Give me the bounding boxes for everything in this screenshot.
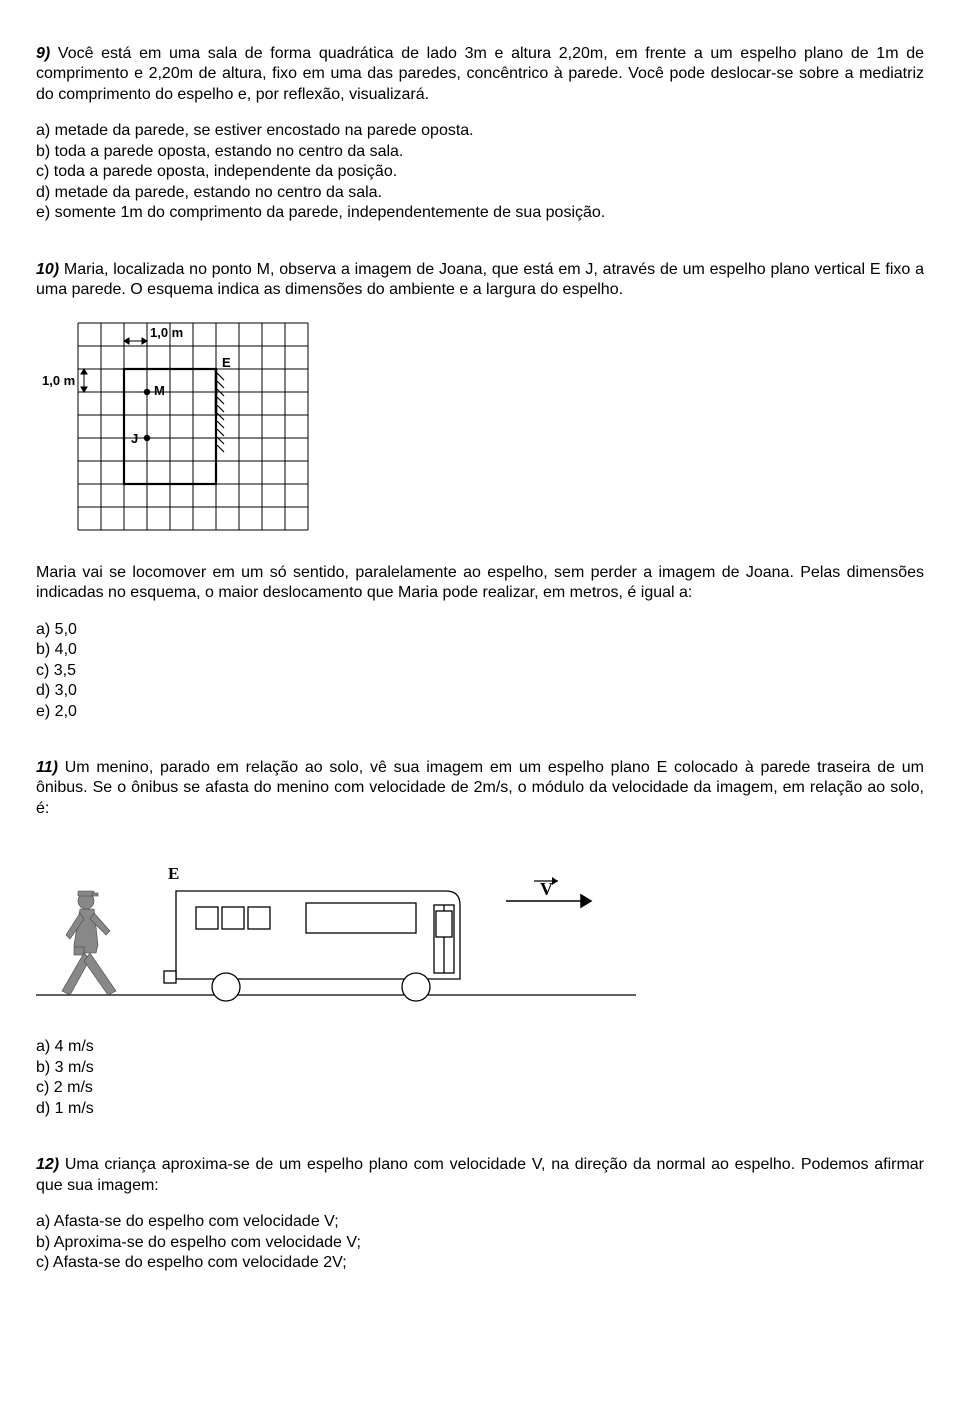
q9-opt-d: d) metade da parede, estando no centro d… [36, 183, 924, 203]
q12-opt-b: b) Aproxima-se do espelho com velocidade… [36, 1233, 924, 1253]
q10-opt-a: a) 5,0 [36, 620, 924, 640]
q9-opt-b: b) toda a parede oposta, estando no cent… [36, 142, 924, 162]
question-9: 9) Você está em uma sala de forma quadrá… [36, 44, 924, 224]
q11-number: 11) [36, 759, 58, 776]
q12-opt-c: c) Afasta-se do espelho com velocidade 2… [36, 1253, 924, 1273]
q12-number: 12) [36, 1156, 59, 1173]
q12-stem: 12) Uma criança aproxima-se de um espelh… [36, 1155, 924, 1196]
question-12: 12) Uma criança aproxima-se de um espelh… [36, 1155, 924, 1273]
q10-opt-e: e) 2,0 [36, 702, 924, 722]
q11-opt-a: a) 4 m/s [36, 1037, 924, 1057]
q12-text: Uma criança aproxima-se de um espelho pl… [36, 1156, 924, 1193]
question-10: 10) Maria, localizada no ponto M, observ… [36, 260, 924, 722]
q10-text-top: Maria, localizada no ponto M, observa a … [36, 261, 924, 298]
q9-opt-c: c) toda a parede oposta, independente da… [36, 162, 924, 182]
q10-stem-bottom: Maria vai se locomover em um só sentido,… [36, 563, 924, 604]
q10-figure: 1,0 m 1,0 m M J [36, 317, 924, 547]
q12-opt-a: a) Afasta-se do espelho com velocidade V… [36, 1212, 924, 1232]
q11-stem: 11) Um menino, parado em relação ao solo… [36, 758, 924, 819]
q11-opt-b: b) 3 m/s [36, 1058, 924, 1078]
q11-text: Um menino, parado em relação ao solo, vê… [36, 759, 924, 817]
q10-stem-top: 10) Maria, localizada no ponto M, observ… [36, 260, 924, 301]
q11-opt-c: c) 2 m/s [36, 1078, 924, 1098]
q9-stem: 9) Você está em uma sala de forma quadrá… [36, 44, 924, 105]
q10-label-top: 1,0 m [150, 325, 183, 340]
q11-opt-d: d) 1 m/s [36, 1099, 924, 1119]
q9-text: Você está em uma sala de forma quadrátic… [36, 45, 924, 103]
q11-label-v: V [540, 879, 553, 899]
q10-label-j: J [131, 431, 138, 446]
q10-opt-c: c) 3,5 [36, 661, 924, 681]
q10-label-left: 1,0 m [42, 373, 75, 388]
q11-label-e: E [168, 864, 179, 883]
q9-number: 9) [36, 45, 50, 62]
q10-label-e: E [222, 355, 231, 370]
q11-figure: E [36, 835, 924, 1025]
q11-options: a) 4 m/s b) 3 m/s c) 2 m/s d) 1 m/s [36, 1037, 924, 1119]
q10-label-m: M [154, 383, 165, 398]
q12-options: a) Afasta-se do espelho com velocidade V… [36, 1212, 924, 1273]
q9-opt-a: a) metade da parede, se estiver encostad… [36, 121, 924, 141]
q9-options: a) metade da parede, se estiver encostad… [36, 121, 924, 223]
q10-opt-b: b) 4,0 [36, 640, 924, 660]
q10-options: a) 5,0 b) 4,0 c) 3,5 d) 3,0 e) 2,0 [36, 620, 924, 722]
q9-opt-e: e) somente 1m do comprimento da parede, … [36, 203, 924, 223]
q10-number: 10) [36, 261, 59, 278]
q10-opt-d: d) 3,0 [36, 681, 924, 701]
question-11: 11) Um menino, parado em relação ao solo… [36, 758, 924, 1119]
